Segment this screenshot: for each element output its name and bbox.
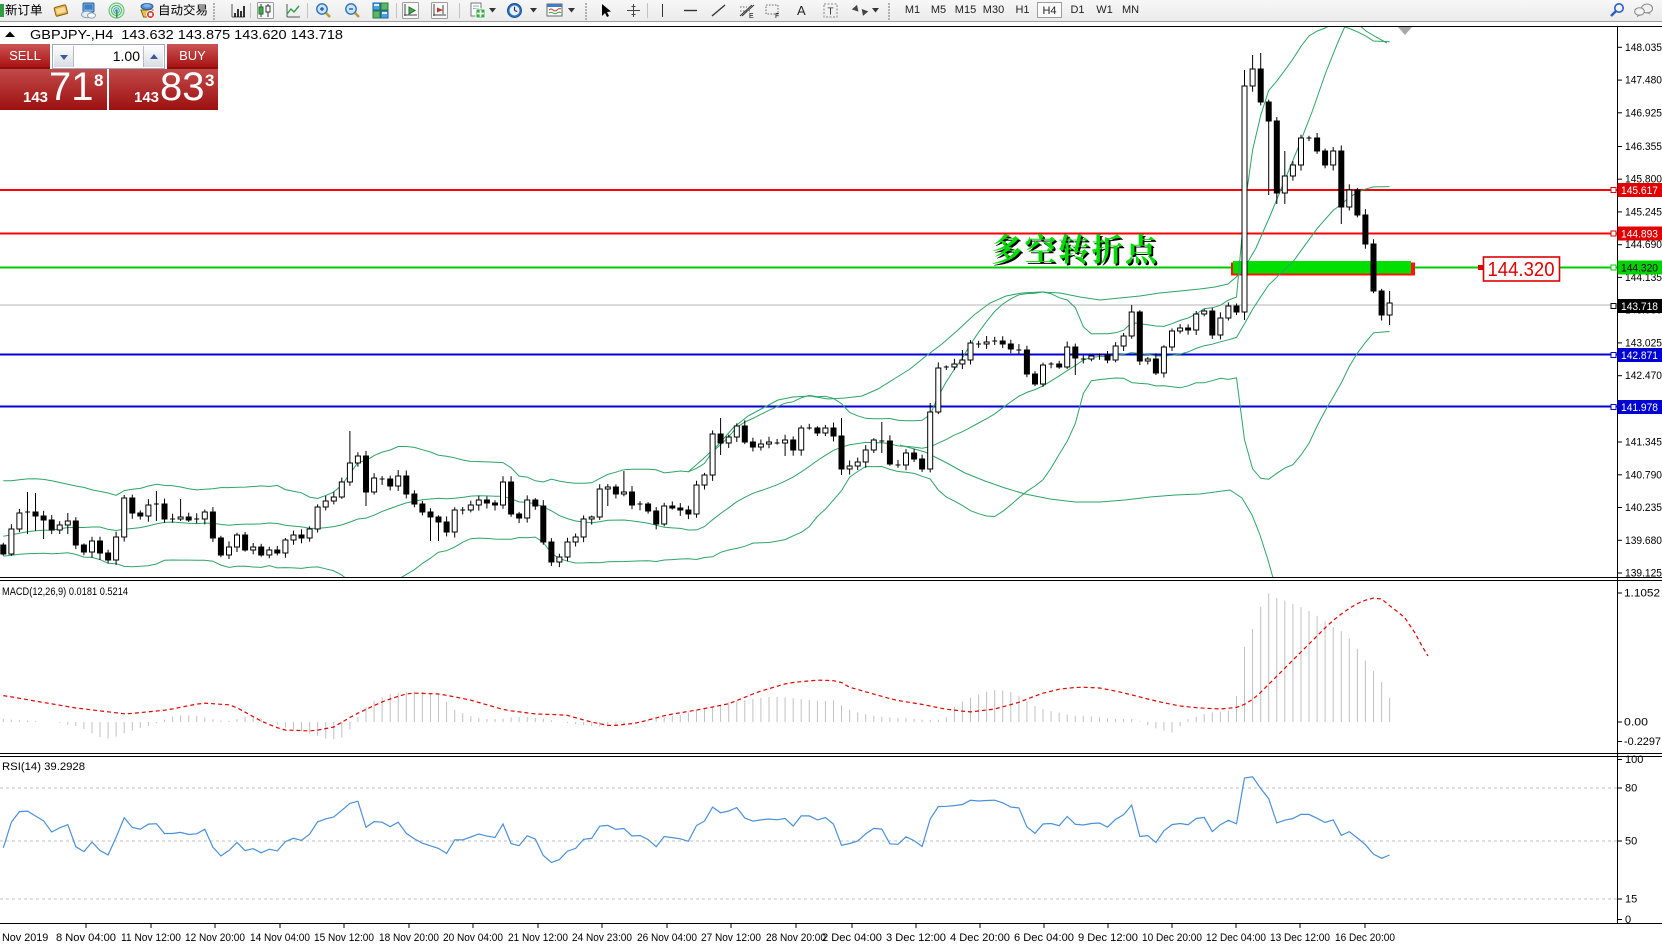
svg-text:11 Nov 12:00: 11 Nov 12:00 [121,932,181,944]
svg-text:13 Dec 12:00: 13 Dec 12:00 [1270,932,1330,944]
svg-text:T: T [828,7,834,18]
svg-text:12 Nov 20:00: 12 Nov 20:00 [185,932,245,944]
svg-text:145.800: 145.800 [1625,174,1662,186]
svg-text:80: 80 [1625,783,1637,795]
svg-text:143.025: 143.025 [1625,337,1662,349]
svg-text:24 Nov 23:00: 24 Nov 23:00 [572,932,632,944]
svg-text:144.690: 144.690 [1625,239,1662,251]
svg-text:-0.2297: -0.2297 [1624,736,1661,748]
svg-text:50: 50 [1625,836,1637,848]
svg-text:0.00: 0.00 [1624,717,1648,729]
svg-text:27 Nov 12:00: 27 Nov 12:00 [701,932,761,944]
svg-text:1.1052: 1.1052 [1624,588,1660,600]
svg-text:15 Nov 12:00: 15 Nov 12:00 [314,932,374,944]
svg-text:144.320: 144.320 [1488,259,1555,281]
svg-text:6 Dec 04:00: 6 Dec 04:00 [1014,932,1074,944]
svg-text:140.790: 140.790 [1625,469,1662,481]
svg-text:18 Nov 20:00: 18 Nov 20:00 [379,932,439,944]
svg-text:Nov 2019: Nov 2019 [2,932,48,944]
svg-text:142.470: 142.470 [1625,370,1662,382]
svg-text:28 Nov 20:00: 28 Nov 20:00 [766,932,826,944]
svg-text:143.718: 143.718 [1621,301,1658,313]
svg-text:148.035: 148.035 [1625,42,1662,54]
svg-text:144.893: 144.893 [1621,229,1658,241]
svg-text:9 Dec 12:00: 9 Dec 12:00 [1078,932,1138,944]
svg-text:147.480: 147.480 [1625,75,1662,87]
svg-text:144.135: 144.135 [1625,272,1662,284]
svg-text:139.125: 139.125 [1625,568,1662,580]
svg-text:145.617: 145.617 [1621,185,1658,197]
svg-text:16 Dec 20:00: 16 Dec 20:00 [1335,932,1395,944]
svg-text:21 Nov 12:00: 21 Nov 12:00 [508,932,568,944]
svg-text:4 Dec 20:00: 4 Dec 20:00 [950,932,1010,944]
svg-text:MACD(12,26,9) 0.0181 0.5214: MACD(12,26,9) 0.0181 0.5214 [2,586,128,598]
svg-text:F: F [775,13,779,19]
svg-text:RSI(14) 39.2928: RSI(14) 39.2928 [2,761,85,773]
svg-text:100: 100 [1625,754,1643,766]
svg-text:144.320: 144.320 [1621,263,1658,275]
svg-text:3 Dec 12:00: 3 Dec 12:00 [886,932,946,944]
svg-text:8 Nov 04:00: 8 Nov 04:00 [56,932,116,944]
svg-text:2 Dec 04:00: 2 Dec 04:00 [822,932,882,944]
svg-text:146.925: 146.925 [1625,107,1662,119]
svg-text:10 Dec 20:00: 10 Dec 20:00 [1142,932,1202,944]
svg-text:139.680: 139.680 [1625,535,1662,547]
svg-text:E: E [749,13,754,19]
svg-text:145.245: 145.245 [1625,206,1662,218]
svg-text:GBPJPY-,H4 143.632 143.875 14: GBPJPY-,H4 143.632 143.875 143.620 143.7… [30,28,343,42]
svg-text:20 Nov 04:00: 20 Nov 04:00 [443,932,503,944]
svg-text:15: 15 [1625,894,1637,906]
svg-text:146.355: 146.355 [1625,141,1662,153]
svg-text:141.345: 141.345 [1625,437,1662,449]
svg-text:12 Dec 04:00: 12 Dec 04:00 [1206,932,1266,944]
svg-text:14 Nov 04:00: 14 Nov 04:00 [250,932,310,944]
svg-text:0: 0 [1625,914,1631,926]
svg-text:140.235: 140.235 [1625,502,1662,514]
svg-text:141.978: 141.978 [1621,402,1658,414]
svg-text:142.871: 142.871 [1621,350,1658,362]
svg-text:26 Nov 04:00: 26 Nov 04:00 [637,932,697,944]
